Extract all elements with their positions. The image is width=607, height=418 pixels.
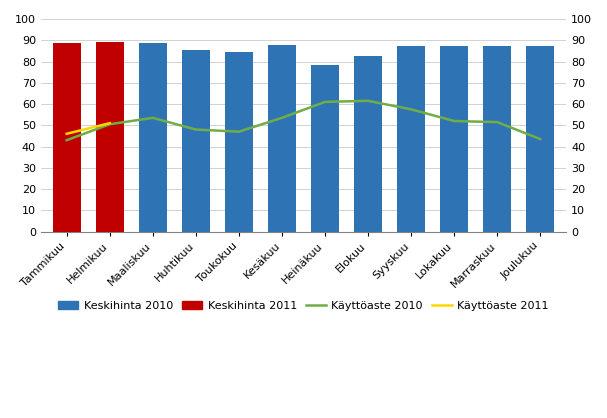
Bar xyxy=(483,46,511,232)
Bar xyxy=(53,43,81,232)
Bar xyxy=(268,44,296,232)
Bar xyxy=(53,50,81,232)
Bar xyxy=(440,46,468,232)
Bar xyxy=(526,46,554,232)
Bar xyxy=(311,65,339,232)
Bar xyxy=(225,52,253,232)
Bar xyxy=(182,50,210,232)
Bar xyxy=(96,42,124,232)
Bar xyxy=(354,56,382,232)
Bar xyxy=(96,47,124,232)
Bar xyxy=(397,46,425,232)
Legend: Keskihinta 2010, Keskihinta 2011, Käyttöaste 2010, Käyttöaste 2011: Keskihinta 2010, Keskihinta 2011, Käyttö… xyxy=(54,296,553,315)
Bar xyxy=(139,43,167,232)
